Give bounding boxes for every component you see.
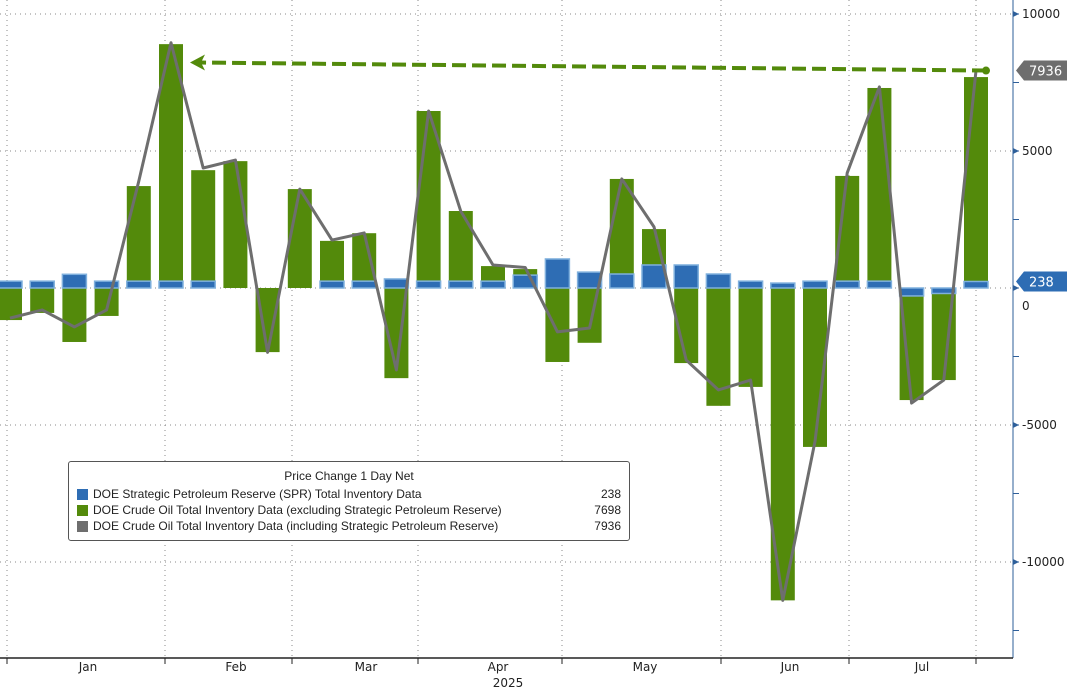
x-tick-label: Feb [225, 660, 246, 674]
bar-crude-ex-spr [94, 288, 119, 316]
bar-spr [931, 287, 957, 295]
x-tick-label: May [633, 660, 658, 674]
legend-title: Price Change 1 Day Net [284, 469, 414, 483]
legend: Price Change 1 Day Net DOE Strategic Pet… [68, 461, 630, 541]
bar-crude-ex-spr [287, 189, 312, 288]
x-tick-label: Jun [780, 660, 800, 674]
bar-crude-ex-spr [899, 288, 924, 401]
legend-value: 238 [600, 487, 621, 501]
bar-spr [415, 280, 442, 289]
x-axis-year-label: 2025 [493, 676, 524, 690]
bar-spr [480, 280, 506, 289]
bar-crude-ex-spr [738, 288, 763, 387]
bar-crude-ex-spr [867, 87, 892, 288]
bar-spr [0, 280, 23, 289]
bar-spr [190, 280, 216, 289]
y-tick-marker [1013, 11, 1019, 17]
x-tick-label: Mar [355, 660, 378, 674]
bar-crude-ex-spr [352, 233, 377, 288]
legend-value: 7698 [594, 503, 621, 517]
y-tick-marker [1013, 148, 1019, 154]
bar-crude-ex-spr [62, 288, 87, 342]
legend-label: DOE Strategic Petroleum Reserve (SPR) To… [93, 487, 422, 501]
legend-item-spr: DOE Strategic Petroleum Reserve (SPR) To… [69, 486, 629, 502]
last-value-tag-total: 7936 [1029, 65, 1062, 80]
bar-spr [29, 280, 55, 289]
x-tick-label: Jul [914, 660, 929, 674]
legend-swatch-blue [77, 488, 88, 500]
y-tick-label: -10000 [1022, 555, 1065, 569]
bar-spr [319, 280, 345, 289]
y-tick-label: -5000 [1022, 418, 1057, 432]
annotation-arrow-line [200, 60, 987, 73]
bar-spr [737, 280, 764, 289]
legend-item-crude-total: DOE Crude Oil Total Inventory Data (incl… [69, 518, 629, 534]
bar-spr [576, 271, 603, 289]
bar-crude-ex-spr [159, 44, 183, 288]
bar-spr [544, 258, 571, 289]
y-tick-label: 5000 [1022, 144, 1053, 158]
y-tick-marker [1013, 285, 1019, 291]
bar-crude-ex-spr [126, 186, 151, 288]
last-value-tag-total-bg [1016, 60, 1067, 81]
bar-spr [126, 280, 152, 289]
bar-crude-ex-spr [223, 161, 248, 288]
y-tick-label: 10000 [1022, 7, 1060, 21]
last-value-tag-spr: 238 [1029, 275, 1054, 290]
annotation-arrow-start [982, 66, 990, 75]
bar-spr [673, 264, 699, 289]
x-tick-label: Apr [488, 660, 509, 674]
bar-spr [609, 273, 635, 289]
y-tick-marker [1013, 422, 1019, 428]
x-tick-label: Jan [78, 660, 98, 674]
bar-crude-ex-spr [191, 170, 216, 288]
bar-crude-ex-spr [320, 240, 344, 288]
bar-crude-ex-spr [545, 288, 570, 362]
bar-spr [963, 280, 989, 289]
bar-spr [834, 280, 860, 289]
bar-crude-ex-spr [609, 178, 634, 288]
bar-spr [448, 280, 474, 289]
bar-spr [898, 287, 925, 297]
legend-swatch-green [77, 504, 88, 516]
bar-spr [351, 280, 377, 289]
annotation-arrowhead [190, 54, 205, 71]
last-value-tag-spr-bg [1016, 271, 1067, 292]
bar-spr [641, 264, 667, 289]
y-tick-marker [1013, 559, 1019, 565]
y-tick-label: 0 [1022, 299, 1030, 313]
legend-label: DOE Crude Oil Total Inventory Data (excl… [93, 503, 502, 517]
bar-crude-ex-spr [0, 288, 22, 321]
legend-label: DOE Crude Oil Total Inventory Data (incl… [93, 519, 499, 533]
bar-spr [770, 282, 796, 289]
bar-spr [61, 273, 88, 289]
bar-spr [383, 278, 410, 289]
bar-crude-ex-spr [964, 77, 988, 288]
legend-swatch-gray [77, 520, 88, 532]
bar-spr [93, 280, 120, 289]
bar-spr [158, 280, 184, 289]
bar-spr [705, 273, 732, 289]
legend-item-crude-ex-spr: DOE Crude Oil Total Inventory Data (excl… [69, 502, 629, 518]
bar-spr [866, 280, 893, 289]
legend-value: 7936 [594, 519, 621, 533]
bar-spr [802, 280, 828, 289]
